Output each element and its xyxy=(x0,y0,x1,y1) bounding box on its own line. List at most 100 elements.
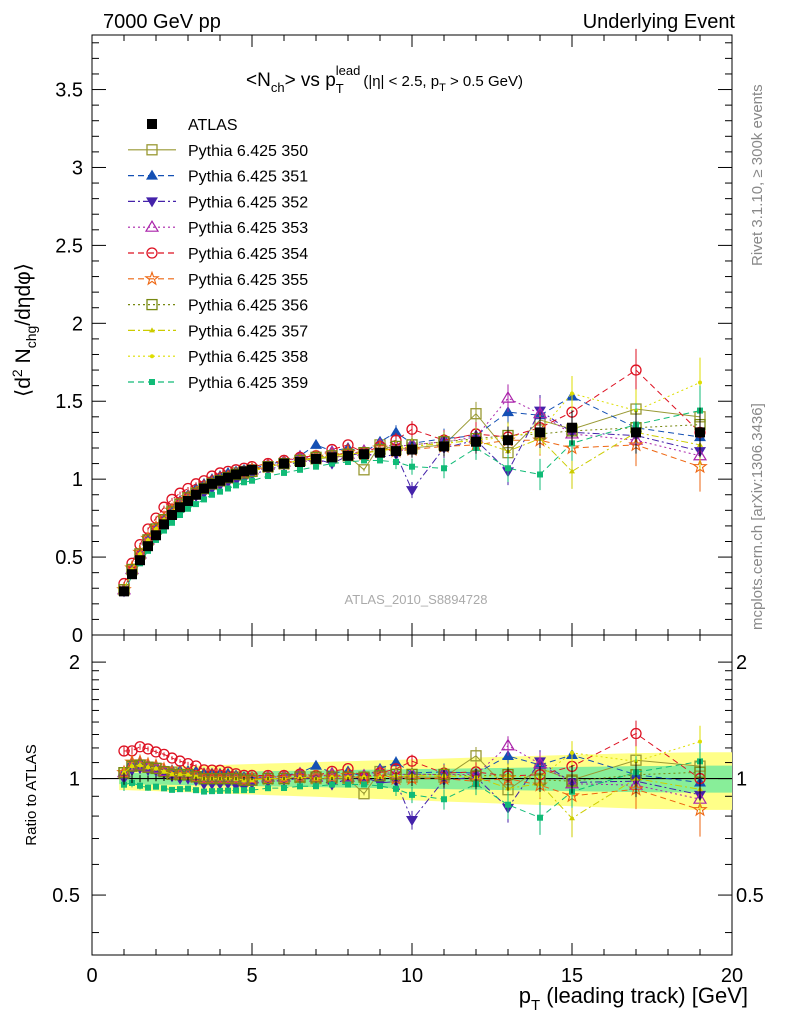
legend-marker xyxy=(150,354,154,359)
data-point xyxy=(265,473,271,480)
legend-label: Pythia 6.425 356 xyxy=(188,298,308,315)
ratio-point xyxy=(206,764,218,776)
legend-label: Pythia 6.425 354 xyxy=(188,246,308,263)
data-point xyxy=(135,555,145,566)
ratio-point xyxy=(222,772,234,785)
ratio-series-line xyxy=(123,760,701,819)
main-axis-ticks: 0 0.5 1 1.5 2 2.5 3 3.5 xyxy=(55,35,733,647)
ratio-point xyxy=(118,745,130,757)
data-point xyxy=(569,468,575,474)
data-point xyxy=(209,491,215,498)
data-point xyxy=(185,505,191,512)
ratio-series-line xyxy=(123,745,701,800)
data-point xyxy=(217,488,223,495)
ratio-data-layer xyxy=(116,720,708,838)
ratio-point xyxy=(281,785,287,792)
ratio-y-tick-label-right: 2 xyxy=(736,652,747,674)
series-line xyxy=(123,369,701,584)
data-point xyxy=(191,489,201,500)
data-point xyxy=(119,586,129,597)
ratio-point xyxy=(329,781,335,788)
ratio-series-atlas xyxy=(123,759,701,801)
data-point xyxy=(503,435,513,446)
ratio-point xyxy=(174,755,186,767)
data-point xyxy=(193,501,199,508)
legend-item: Pythia 6.425 359 xyxy=(128,375,308,392)
legend-marker xyxy=(146,298,158,311)
ratio-y-tick-label-right: 0.5 xyxy=(736,885,764,907)
mcplots-label: mcplots.cern.ch [arXiv:1306.3436] xyxy=(749,403,766,630)
data-point xyxy=(167,510,177,520)
x-tick-label: 15 xyxy=(561,965,583,987)
ratio-point xyxy=(138,763,142,768)
data-point xyxy=(279,458,289,469)
data-point xyxy=(391,446,401,457)
legend-label: Pythia 6.425 353 xyxy=(188,220,308,237)
legend-item: Pythia 6.425 356 xyxy=(128,298,308,315)
legend-marker xyxy=(144,270,160,286)
ratio-point xyxy=(198,764,210,776)
y-tick-label: 2.5 xyxy=(55,235,83,257)
ratio-point xyxy=(190,771,202,783)
ratio-point xyxy=(214,764,226,776)
x-tick-label: 0 xyxy=(86,965,97,987)
data-point xyxy=(233,482,239,489)
ratio-point xyxy=(406,755,418,767)
data-point xyxy=(127,569,137,580)
data-point xyxy=(313,463,319,470)
ratio-plot-panel: 0 5 10 15 20 0.5 0.5 1 1 2 2 Ratio to ATLAS pT (le… xyxy=(23,634,764,1014)
ratio-point xyxy=(241,787,247,794)
ratio-point xyxy=(142,743,154,755)
y-tick-label: 0 xyxy=(72,625,83,647)
header-left: 7000 GeV pp xyxy=(103,11,221,33)
ratio-point xyxy=(134,741,146,753)
ratio-point xyxy=(570,750,574,755)
data-point xyxy=(359,449,369,460)
legend-label: Pythia 6.425 358 xyxy=(188,349,308,366)
data-point xyxy=(169,519,175,526)
ratio-point xyxy=(161,785,167,792)
ratio-point xyxy=(153,783,159,790)
ratio-point xyxy=(150,762,162,775)
data-point xyxy=(161,527,167,534)
legend-marker xyxy=(146,144,158,156)
data-point xyxy=(358,464,370,476)
ratio-point xyxy=(310,771,322,783)
ratio-point xyxy=(198,772,210,785)
data-point xyxy=(630,364,642,376)
legend-marker xyxy=(149,327,155,333)
y-tick-label: 1.5 xyxy=(55,391,83,413)
x-axis-label: pT (leading track) [GeV] xyxy=(519,983,748,1014)
data-point xyxy=(567,422,577,433)
data-point xyxy=(241,479,247,486)
legend-marker xyxy=(146,247,158,259)
data-point xyxy=(310,438,322,449)
ratio-point xyxy=(374,770,386,782)
legend-item: Pythia 6.425 355 xyxy=(128,270,308,289)
data-point xyxy=(390,426,402,437)
ratio-point xyxy=(201,788,207,795)
legend-label: Pythia 6.425 350 xyxy=(188,143,308,160)
data-point xyxy=(263,461,273,472)
data-point xyxy=(393,459,399,466)
ratio-y-tick-label: 2 xyxy=(69,652,80,674)
legend-item: Pythia 6.425 357 xyxy=(128,323,308,340)
ratio-point xyxy=(209,788,215,795)
ratio-series-line xyxy=(123,741,701,781)
ratio-point xyxy=(698,739,702,744)
data-point xyxy=(409,463,415,470)
data-point xyxy=(406,486,418,497)
series-line xyxy=(123,410,701,594)
data-point xyxy=(239,466,249,477)
legend-marker xyxy=(144,220,160,232)
series-line xyxy=(123,439,701,590)
y-tick-label: 2 xyxy=(72,313,83,335)
ratio-point xyxy=(297,783,303,790)
data-point xyxy=(343,450,353,461)
data-point xyxy=(631,427,641,438)
data-point xyxy=(570,391,574,396)
ratio-point xyxy=(142,761,154,773)
ratio-point xyxy=(238,774,250,786)
data-point xyxy=(249,477,255,484)
